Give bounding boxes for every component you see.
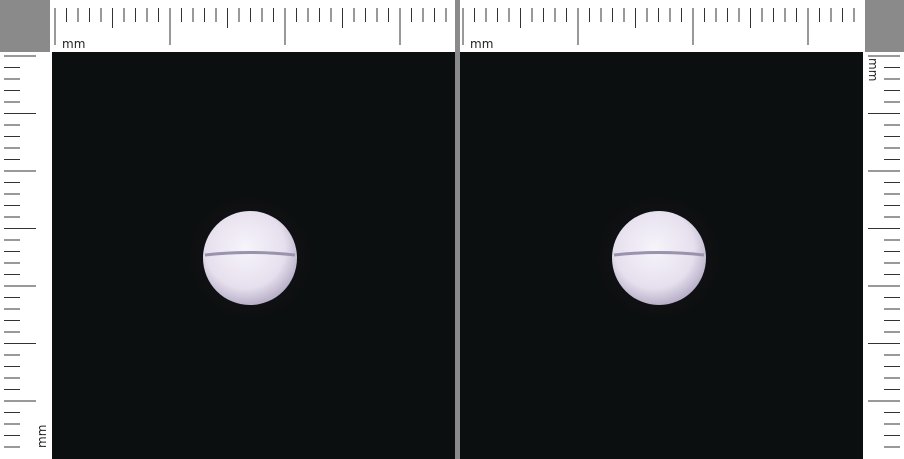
pill-score <box>613 251 705 257</box>
corner <box>0 0 50 52</box>
pill <box>612 211 706 305</box>
divider <box>455 0 460 459</box>
ruler-unit: mm <box>62 37 85 51</box>
pill <box>203 211 297 305</box>
ruler-unit: mm <box>470 37 493 51</box>
ruler-unit: mm <box>866 58 880 81</box>
ruler-ticks <box>4 8 900 448</box>
corner <box>865 0 904 52</box>
pill-score <box>204 251 296 257</box>
ruler-unit: mm <box>35 425 49 448</box>
